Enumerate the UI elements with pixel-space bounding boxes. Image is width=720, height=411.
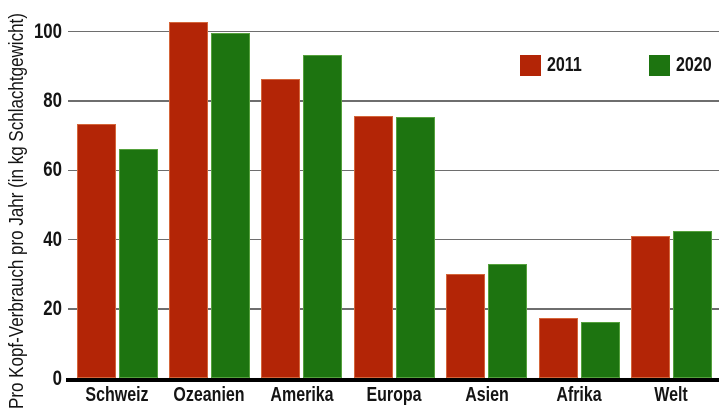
bar-2020-ozeanien — [210, 33, 250, 379]
legend: 2011 2020 — [520, 54, 720, 76]
y-tick-label-0: 0 — [52, 366, 62, 390]
x-category-label-ozeanien: Ozeanien — [173, 384, 245, 406]
bar-2020-afrika — [580, 321, 620, 379]
x-category-label-welt: Welt — [654, 384, 689, 406]
bar-2011-europa — [353, 116, 393, 379]
y-tick-label-60: 60 — [43, 158, 62, 182]
bar-2011-ozeanien — [168, 22, 208, 379]
x-category-label-afrika: Afrika — [556, 384, 602, 406]
bar-2011-schweiz — [76, 123, 116, 379]
x-category-label-amerika: Amerika — [270, 384, 334, 406]
bar-2011-amerika — [261, 79, 301, 379]
bar-2020-asien — [488, 263, 528, 379]
gridline-y20 — [68, 308, 719, 310]
legend-label-2020: 2020 — [675, 54, 712, 76]
legend-swatch-2020 — [648, 54, 670, 76]
x-category-label-asien: Asien — [464, 384, 509, 406]
gridline-y80 — [68, 100, 719, 102]
bar-2011-welt — [630, 235, 670, 379]
gridline-y60 — [68, 169, 719, 172]
bar-2020-schweiz — [118, 148, 158, 379]
x-category-label-europa: Europa — [366, 384, 422, 406]
y-tick-label-80: 80 — [43, 88, 62, 112]
bar-2020-europa — [395, 116, 435, 379]
x-axis-line — [66, 378, 719, 382]
legend-item-2011: 2011 — [520, 54, 590, 76]
legend-item-2020: 2020 — [648, 54, 720, 76]
gridline-y40 — [68, 238, 719, 241]
bar-2011-asien — [446, 273, 486, 379]
legend-swatch-2011 — [520, 54, 541, 76]
y-tick-label-40: 40 — [43, 227, 62, 251]
x-category-label-schweiz: Schweiz — [85, 384, 149, 406]
legend-label-2011: 2011 — [547, 54, 582, 76]
y-tick-label-20: 20 — [43, 297, 62, 321]
y-axis-title: Pro Kopf-Verbrauch pro Jahr (in kg Schla… — [6, 13, 28, 409]
bar-2011-afrika — [538, 318, 578, 379]
bar-2020-amerika — [303, 55, 343, 379]
gridline-y100 — [68, 30, 719, 33]
y-tick-label-100: 100 — [33, 19, 62, 43]
bar-2020-welt — [672, 230, 712, 379]
